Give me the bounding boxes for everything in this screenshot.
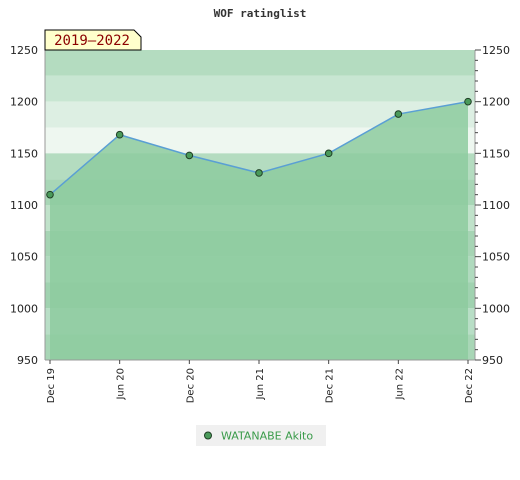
y-tick-label-left: 1150 (10, 147, 38, 160)
y-tick-label-left: 950 (17, 354, 38, 367)
legend-label: WATANABE Akito (221, 430, 313, 443)
period-badge-label: 2019–2022 (54, 33, 130, 49)
x-tick-label: Dec 21 (325, 368, 336, 403)
x-tick-label: Dec 22 (464, 368, 475, 403)
y-tick-label-right: 1250 (482, 44, 510, 57)
x-tick-label: Jun 20 (116, 368, 127, 401)
data-point (324, 149, 333, 158)
series-area (50, 101, 468, 361)
period-badge: 2019–2022 (44, 29, 142, 51)
y-tick-label-right: 1200 (482, 96, 510, 109)
data-point (46, 190, 54, 199)
y-tick-label-right: 1100 (482, 199, 510, 212)
y-tick-label-left: 1250 (10, 44, 38, 57)
y-tick-label-right: 1050 (482, 251, 510, 264)
legend-marker-icon (204, 431, 212, 440)
background-band (45, 75, 475, 102)
y-tick-label-left: 1200 (10, 96, 38, 109)
y-axis-left: 950 1000 1050 1100 1150 1200 1250 (10, 44, 38, 367)
y-tick-label-right: 1000 (482, 302, 510, 315)
y-tick-label-right: 950 (482, 354, 503, 367)
data-point (115, 130, 124, 139)
data-point (185, 151, 194, 160)
background-band (45, 50, 475, 76)
x-tick-label: Dec 20 (185, 368, 196, 403)
y-tick-label-right: 1150 (482, 147, 510, 160)
series-markers (46, 97, 472, 199)
y-tick-label-left: 1050 (10, 251, 38, 264)
axes (44, 49, 481, 361)
data-point (394, 110, 403, 118)
y-tick-label-left: 1100 (10, 199, 38, 212)
x-tick-label: Dec 19 (46, 368, 57, 403)
chart-title: WOF ratinglist (214, 7, 307, 20)
period-badge-box (44, 29, 142, 51)
legend-box (196, 425, 326, 446)
data-point (464, 97, 472, 106)
x-tick-label: Jun 22 (394, 368, 405, 401)
data-point (255, 169, 263, 177)
x-tick-label: Jun 21 (255, 368, 266, 401)
y-axis-right: 950 1000 1050 1100 1150 1200 1250 (482, 44, 510, 367)
legend[interactable]: WATANABE Akito (196, 425, 326, 446)
x-axis: Dec 19 Jun 20 Dec 20 Jun 21 Dec 21 Jun 22 Dec … (46, 360, 475, 403)
y-tick-label-left: 1000 (10, 302, 38, 315)
